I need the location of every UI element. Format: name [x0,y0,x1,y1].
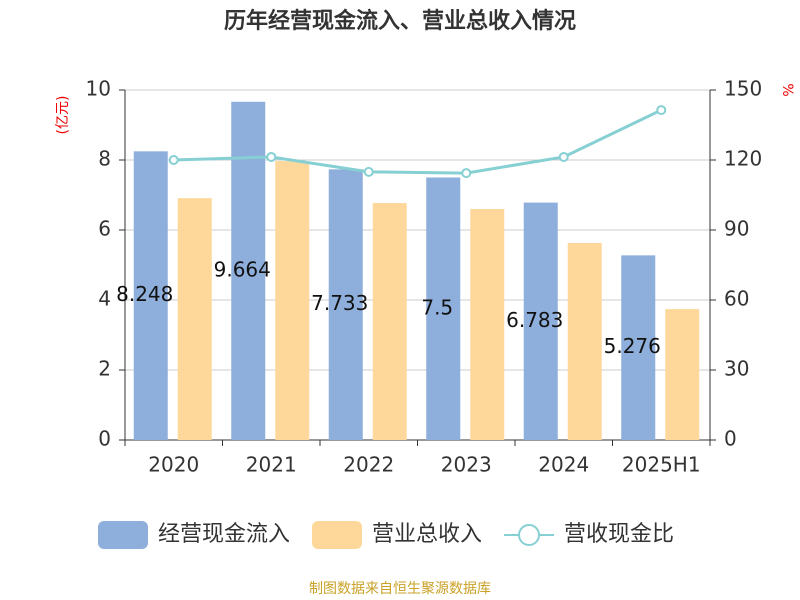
y2-tick-label: 30 [724,357,749,381]
y-axis-label: (亿元) [55,96,71,135]
bar [567,242,602,440]
x-tick-label: 2023 [441,453,492,477]
bar [665,309,700,440]
source-note: 制图数据来自恒生聚源数据库 [309,581,491,597]
x-tick-label: 2025H1 [622,453,701,477]
y2-tick-label: 90 [724,217,749,241]
data-label: 9.664 [214,257,271,281]
y2-tick-label: 120 [724,147,762,171]
legend-swatch [518,524,541,546]
x-tick-label: 2021 [246,453,297,477]
data-label: 5.276 [604,334,661,358]
line-point [656,105,667,116]
bar [523,202,558,440]
y-tick-label: 2 [98,357,111,381]
legend-swatch [98,521,148,549]
bar [328,169,363,440]
data-label: 7.733 [311,291,368,315]
data-label: 6.783 [506,308,563,332]
legend-label: 经营现金流入 [158,522,290,547]
data-label: 8.248 [116,282,173,306]
bar [470,209,505,440]
legend-swatch [312,521,363,549]
y2-tick-label: 60 [724,287,749,311]
y-tick-label: 0 [98,427,111,451]
line-point [558,151,569,162]
x-tick-label: 2024 [538,453,589,477]
line-point [363,166,374,177]
y-tick-label: 6 [98,217,111,241]
line-point [168,155,179,165]
y-tick-label: 8 [98,147,111,171]
y2-tick-label: 150 [724,77,762,101]
x-tick-label: 2022 [343,453,394,477]
line [173,108,662,175]
bar [275,161,310,441]
bar [426,177,461,440]
bar [372,203,407,440]
y-tick-label: 10 [86,77,111,101]
chart-title: 历年经营现金流入、营业总收入情况 [224,8,576,34]
line-point [461,168,472,179]
data-label: 7.5 [421,295,453,319]
legend-label: 营收现金比 [564,522,674,547]
y2-axis-label: % [779,83,795,96]
line-point [266,151,277,162]
x-tick-label: 2020 [148,453,199,477]
legend-label: 营业总收入 [372,522,482,547]
bar [133,151,168,440]
y2-tick-label: 0 [724,427,737,451]
y-tick-label: 4 [98,287,111,311]
bar [621,255,656,440]
bar [177,198,212,440]
